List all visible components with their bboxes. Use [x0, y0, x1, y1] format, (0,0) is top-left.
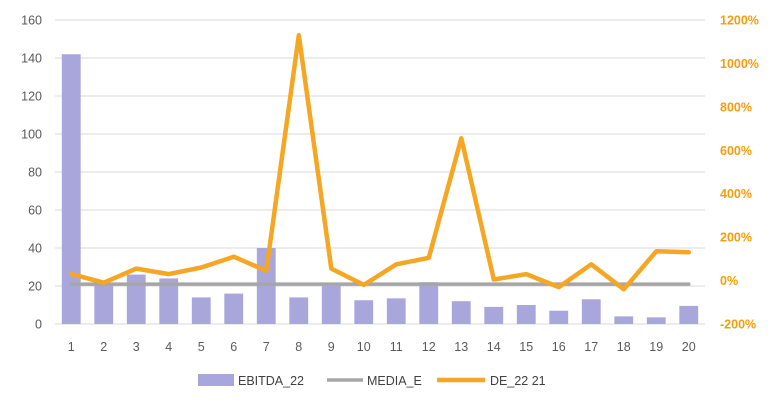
x-tick-label: 19 — [649, 340, 663, 354]
bar-ebitda — [354, 300, 374, 324]
x-tick-label: 2 — [100, 340, 107, 354]
x-tick-label: 15 — [519, 340, 533, 354]
legend-item-ebitda: EBITDA_22 — [198, 374, 304, 388]
x-tick-label: 13 — [454, 340, 468, 354]
x-tick-label: 7 — [263, 340, 270, 354]
x-tick-label: 9 — [328, 340, 335, 354]
x-tick-label: 11 — [390, 340, 403, 354]
right-tick-label: 1000% — [720, 57, 759, 71]
bar-ebitda — [419, 282, 439, 324]
legend-label-de: DE_22 21 — [490, 374, 546, 388]
left-tick-label: 80 — [28, 166, 42, 180]
bar-ebitda — [159, 278, 179, 324]
x-tick-label: 4 — [165, 340, 172, 354]
left-tick-label: 140 — [21, 52, 42, 66]
x-tick-label: 12 — [422, 340, 436, 354]
x-axis-ticks: 1 2 3 4 5 6 7 8 9 10 11 12 13 14 15 16 17 18 19 20 — [68, 340, 696, 354]
bar-ebitda — [61, 54, 81, 324]
left-tick-label: 160 — [21, 14, 42, 28]
right-tick-label: 1200% — [720, 14, 759, 28]
bar-ebitda — [549, 310, 569, 324]
bar-ebitda — [516, 305, 536, 324]
bar-ebitda — [289, 297, 309, 324]
left-axis-ticks: 0 20 40 60 80 100 120 140 160 — [21, 14, 42, 332]
right-tick-label: -200% — [720, 318, 756, 332]
left-tick-label: 120 — [21, 90, 42, 104]
ebitda-bars — [61, 54, 699, 324]
x-tick-label: 16 — [552, 340, 566, 354]
right-tick-label: 400% — [720, 187, 752, 201]
de-line — [69, 32, 692, 292]
bar-ebitda — [126, 274, 146, 324]
x-tick-label: 5 — [198, 340, 205, 354]
bar-ebitda — [679, 305, 699, 324]
left-tick-label: 60 — [28, 204, 42, 218]
x-tick-label: 20 — [682, 340, 696, 354]
left-tick-label: 20 — [28, 280, 42, 294]
bar-ebitda — [581, 299, 601, 324]
bar-ebitda — [451, 301, 471, 324]
x-tick-label: 17 — [584, 340, 598, 354]
bar-ebitda — [646, 317, 666, 324]
x-tick-label: 6 — [230, 340, 237, 354]
legend: EBITDA_22 MEDIA_E DE_22 21 — [198, 374, 546, 388]
x-tick-label: 1 — [68, 340, 75, 354]
left-tick-label: 0 — [35, 318, 42, 332]
x-tick-label: 10 — [357, 340, 371, 354]
x-tick-label: 3 — [133, 340, 140, 354]
bar-ebitda — [224, 293, 244, 324]
x-tick-label: 8 — [295, 340, 302, 354]
right-tick-label: 600% — [720, 144, 752, 158]
bar-ebitda — [386, 298, 406, 324]
legend-label-media: MEDIA_E — [367, 374, 422, 388]
x-tick-label: 18 — [617, 340, 631, 354]
legend-label-ebitda: EBITDA_22 — [238, 374, 304, 388]
right-axis-ticks: -200% 0% 200% 400% 600% 800% 1000% 1200% — [720, 14, 759, 332]
x-tick-label: 14 — [487, 340, 501, 354]
legend-item-de: DE_22 21 — [437, 374, 546, 388]
bar-ebitda — [614, 316, 634, 324]
legend-item-media: MEDIA_E — [327, 374, 422, 388]
bar-ebitda — [484, 306, 504, 324]
legend-swatch-ebitda — [198, 374, 234, 386]
de-line-layer — [69, 32, 692, 292]
right-tick-label: 0% — [720, 274, 738, 288]
right-tick-label: 200% — [720, 231, 752, 245]
right-tick-label: 800% — [720, 100, 752, 114]
left-tick-label: 40 — [28, 242, 42, 256]
bar-ebitda — [321, 286, 341, 324]
bar-ebitda — [191, 297, 211, 324]
left-tick-label: 100 — [21, 128, 42, 142]
bar-ebitda — [94, 284, 114, 324]
